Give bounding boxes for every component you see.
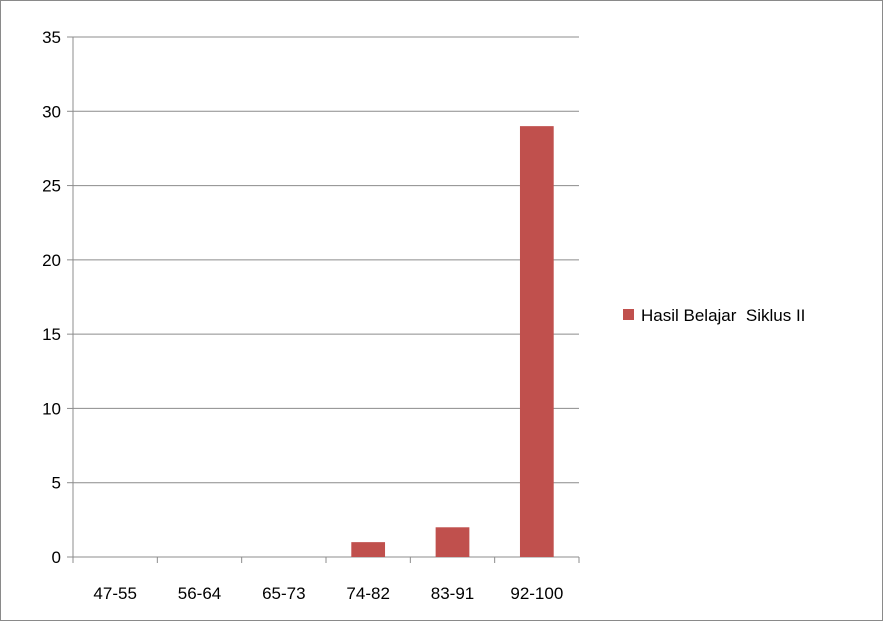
y-tick-label-10: 10 (42, 399, 61, 418)
y-axis-tick-labels: 0 5 10 15 20 25 30 35 (42, 28, 61, 567)
y-tick-label-20: 20 (42, 251, 61, 270)
x-tick-label-56-64: 56-64 (178, 584, 221, 603)
x-axis-tick-labels: 47-55 56-64 65-73 74-82 83-91 92-100 (93, 584, 563, 603)
legend-label: Hasil Belajar Siklus II (641, 306, 805, 325)
y-tick-label-35: 35 (42, 28, 61, 47)
x-tick-label-65-73: 65-73 (262, 584, 305, 603)
bar-83-91 (435, 527, 470, 557)
bars (351, 126, 554, 558)
axes (67, 36, 580, 563)
gridlines (73, 36, 579, 484)
x-tick-label-47-55: 47-55 (93, 584, 136, 603)
y-tick-label-5: 5 (52, 474, 61, 493)
legend: Hasil Belajar Siklus II (623, 306, 805, 325)
bar-74-82 (351, 542, 386, 557)
y-tick-label-30: 30 (42, 102, 61, 121)
y-tick-label-15: 15 (42, 325, 61, 344)
bar-92-100 (519, 126, 554, 558)
y-tick-label-25: 25 (42, 177, 61, 196)
x-tick-label-92-100: 92-100 (510, 584, 563, 603)
x-tick-label-83-91: 83-91 (431, 584, 474, 603)
x-tick-label-74-82: 74-82 (346, 584, 389, 603)
y-tick-label-0: 0 (52, 548, 61, 567)
legend-swatch (623, 309, 634, 320)
